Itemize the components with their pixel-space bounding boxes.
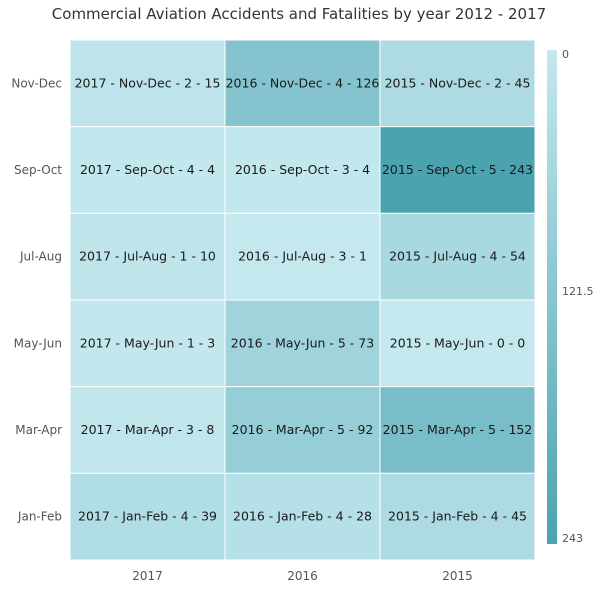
y-axis-tick-label: Jul-Aug bbox=[19, 250, 62, 264]
cell-data-label: 2016 - Jul-Aug - 3 - 1 bbox=[238, 249, 367, 264]
heatmap-cell[interactable] bbox=[69, 126, 226, 214]
heatmap-cell[interactable] bbox=[379, 126, 536, 214]
cell-data-label: 2017 - Sep-Oct - 4 - 4 bbox=[80, 162, 215, 177]
heatmap-cell[interactable] bbox=[69, 386, 226, 474]
y-axis-tick-label: Jan-Feb bbox=[17, 510, 62, 524]
x-axis-tick-label: 2016 bbox=[287, 569, 318, 583]
cell-data-label: 2015 - Jan-Feb - 4 - 45 bbox=[388, 509, 527, 524]
heatmap-cell[interactable] bbox=[379, 299, 536, 388]
cell-data-label: 2017 - Jul-Aug - 1 - 10 bbox=[79, 249, 216, 264]
y-axis-tick-label: Nov-Dec bbox=[11, 76, 62, 90]
cell-data-label: 2017 - Mar-Apr - 3 - 8 bbox=[81, 422, 215, 437]
y-axis-tick-label: Mar-Apr bbox=[15, 423, 62, 437]
cell-data-label: 2015 - Sep-Oct - 5 - 243 bbox=[382, 162, 533, 177]
cell-data-label: 2017 - Jan-Feb - 4 - 39 bbox=[78, 509, 217, 524]
cell-data-label: 2015 - Jul-Aug - 4 - 54 bbox=[389, 249, 526, 264]
heatmap-cell[interactable] bbox=[379, 212, 536, 301]
x-axis-tick-label: 2017 bbox=[132, 569, 163, 583]
cell-data-label: 2017 - May-Jun - 1 - 3 bbox=[80, 335, 215, 350]
heatmap-cell[interactable] bbox=[69, 212, 226, 301]
cell-data-label: 2016 - Nov-Dec - 4 - 126 bbox=[226, 75, 380, 90]
cell-data-label: 2016 - Jan-Feb - 4 - 28 bbox=[233, 509, 372, 524]
heatmap-cell[interactable] bbox=[379, 39, 536, 128]
heatmap-cell[interactable] bbox=[379, 472, 536, 561]
color-legend-bar bbox=[547, 50, 557, 544]
cell-data-label: 2017 - Nov-Dec - 2 - 15 bbox=[75, 75, 221, 90]
heatmap-cell[interactable] bbox=[379, 386, 536, 474]
cell-data-label: 2015 - Mar-Apr - 5 - 152 bbox=[383, 422, 533, 437]
heatmap-cell[interactable] bbox=[224, 386, 381, 474]
heatmap-cell[interactable] bbox=[224, 126, 381, 214]
legend-tick-label: 243 bbox=[562, 532, 583, 545]
heatmap-cell[interactable] bbox=[224, 212, 381, 301]
y-axis-tick-label: May-Jun bbox=[14, 336, 62, 350]
legend-tick-label: 0 bbox=[562, 48, 569, 61]
cell-data-label: 2016 - Mar-Apr - 5 - 92 bbox=[232, 422, 374, 437]
chart-title: Commercial Aviation Accidents and Fatali… bbox=[51, 5, 547, 23]
cell-data-label: 2016 - Sep-Oct - 3 - 4 bbox=[235, 162, 370, 177]
y-axis-tick-label: Sep-Oct bbox=[14, 163, 62, 177]
cell-data-label: 2016 - May-Jun - 5 - 73 bbox=[231, 335, 374, 350]
cell-data-label: 2015 - May-Jun - 0 - 0 bbox=[390, 335, 525, 350]
heatmap-cell[interactable] bbox=[224, 299, 381, 388]
cell-data-label: 2015 - Nov-Dec - 2 - 45 bbox=[385, 75, 531, 90]
legend-tick-label: 121.5 bbox=[562, 285, 594, 298]
x-axis-tick-label: 2015 bbox=[442, 569, 473, 583]
